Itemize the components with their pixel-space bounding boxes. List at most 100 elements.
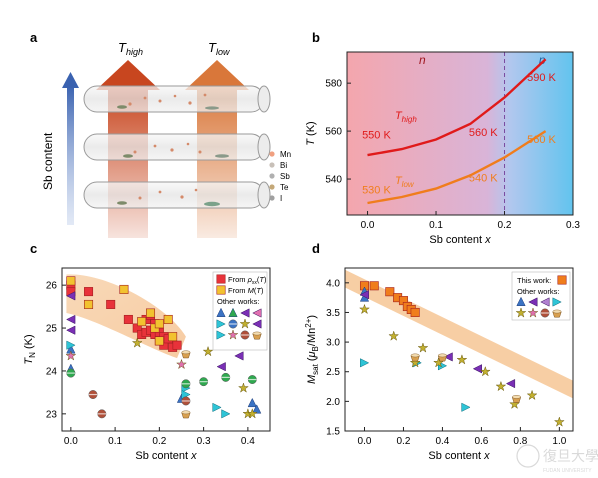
c-legend-marker-m-square-point (216, 285, 226, 295)
d-series-3-triangle-right-point (461, 402, 471, 412)
quartz-tube-top (83, 85, 271, 113)
d-xtick-label: 0.6 (474, 436, 488, 447)
c-series-3-triangle-left-point (234, 351, 244, 361)
d-series-0-square-point (385, 287, 395, 297)
d-ytick-label: 4.0 (326, 278, 340, 289)
b-annotation-label: 590 K (527, 72, 556, 84)
c-legend: From ρxx(T)From M(T) Other works: (212, 271, 268, 351)
b-background-gradient (347, 52, 573, 215)
c-series-1-square-point (84, 299, 94, 309)
b-xtick-label: 0.2 (498, 220, 512, 231)
c-legend-other-marker-triangle-left-point (252, 319, 262, 329)
c-series-5-circle-point-stripe (221, 376, 230, 378)
university-watermark: 復旦大學 FUDAN UNIVERSITY (516, 444, 598, 474)
d-frame (344, 267, 574, 432)
c-series-4-triangle-right-point (221, 409, 231, 419)
c-series-1-square-point (137, 317, 147, 327)
b-frame (346, 51, 574, 216)
d-ytick-label: 3.0 (326, 338, 340, 349)
d-legend-other-marker-bowl-point-rim (552, 309, 562, 314)
panel-d-label: d (312, 241, 320, 256)
b-ytick-label: 540 (325, 175, 342, 186)
c-series-0-square-point (172, 340, 182, 350)
c-series-8-circle-point-stripe (97, 413, 107, 415)
c-legend-other-marker-bowl-point-rim (252, 331, 262, 336)
legend-sb: Sb (280, 172, 290, 181)
c-series-3-triangle-left-point (66, 325, 76, 335)
d-xtick-label: 0.2 (397, 436, 411, 447)
c-series-9-bowl-point-rim (181, 350, 191, 355)
d-series-4-star-point (553, 416, 565, 427)
c-series-3-triangle-left-point (66, 314, 76, 325)
c-series-0-square-point (123, 314, 133, 324)
c-series-5-circle-point-stripe (248, 378, 257, 381)
legend-i: I (280, 194, 282, 203)
c-xtick-label: 0.3 (197, 436, 211, 447)
c-legend-other-marker-circle-point-stripe (228, 323, 238, 325)
d-series-4-star-point (456, 354, 468, 365)
d-legend-this-work-marker-square-point (557, 275, 567, 285)
c-legend-other-title: Other works: (217, 297, 260, 306)
c-frame (61, 267, 271, 432)
c-series-4-triangle-right-point (66, 340, 76, 350)
crystal-deposits (117, 105, 229, 207)
d-xaxis-label: Sb content x (428, 450, 490, 462)
c-ytick-label: 24 (46, 366, 58, 377)
t-high-arrow-head (96, 60, 160, 90)
d-ytick-label: 2.5 (326, 367, 340, 378)
c-legend-marker-rho-square-point (216, 274, 226, 284)
c-series-5-circle-point-stripe (66, 372, 76, 374)
seal-icon (516, 444, 540, 468)
c-xtick-label: 0.4 (241, 436, 255, 447)
c-ytick-label: 23 (46, 409, 58, 420)
d-series-4-star-point (409, 357, 421, 368)
legend-mn: Mn (280, 150, 291, 159)
c-legend-other-marker-triangle-left-point (240, 308, 250, 318)
te-legend-dot (269, 184, 275, 190)
c-legend-other-marker-star-point (239, 318, 251, 329)
d-series-2-triangle-left-point (472, 364, 482, 374)
b-series-line-t-high (367, 58, 547, 157)
watermark-subtext: FUDAN UNIVERSITY (543, 468, 592, 474)
d-legend-other-marker-triangle-left-point (540, 297, 550, 307)
b-annotation-label: 540 K (469, 172, 498, 184)
d-series-4-star-point (388, 330, 400, 341)
d-series-2-triangle-left-point (443, 352, 453, 362)
c-legend-other-marker-triangle-up-point (216, 307, 226, 317)
sb-content-axis-label: Sb content (41, 132, 55, 190)
mn-legend-dot (269, 151, 275, 157)
d-series-4-star-point (526, 389, 538, 401)
b-xaxis-label: Sb content x (429, 234, 491, 246)
c-series-6-star-point (237, 382, 249, 393)
c-xtick-label: 0.2 (152, 436, 166, 447)
sb-legend-dot (269, 173, 275, 179)
d-legend: This work: Other works: (511, 271, 571, 321)
d-legend-other-marker-triangle-up-point (516, 296, 526, 306)
b-xtick-label: 0.1 (429, 220, 443, 231)
c-series-9-bowl-point-rim (181, 410, 191, 415)
c-series-7-star-point (65, 350, 77, 361)
c-ytick-label: 26 (46, 281, 58, 292)
d-series-0-square-point (410, 307, 420, 317)
i-legend-dot (269, 195, 275, 201)
bi-legend-dot (269, 162, 275, 168)
d-series-4-star-point (417, 342, 429, 353)
d-series-2-triangle-left-point (359, 290, 369, 300)
c-series-2-triangle-up-point (252, 404, 262, 414)
t-high-arrow-shaft (108, 88, 148, 238)
c-xaxis-label: Sb content x (135, 450, 197, 462)
c-legend-other-marker-triangle-right-point (216, 330, 226, 340)
c-series-8-circle-point-stripe (181, 400, 191, 402)
c-legend-label-rho: From ρxx(T) (228, 275, 267, 286)
c-series-1-square-point (146, 308, 156, 318)
c-series-1-square-point (119, 284, 129, 294)
d-series-4-star-point (479, 365, 491, 377)
t-high-label: Thigh (118, 40, 143, 57)
d-series-4-star-point (358, 303, 371, 315)
panel-c-label: c (30, 241, 37, 256)
d-legend-other-marker-star-point (527, 307, 539, 318)
b-annotation-label: 560 K (469, 127, 498, 139)
element-legend: Mn Bi Sb Te I (269, 150, 291, 203)
